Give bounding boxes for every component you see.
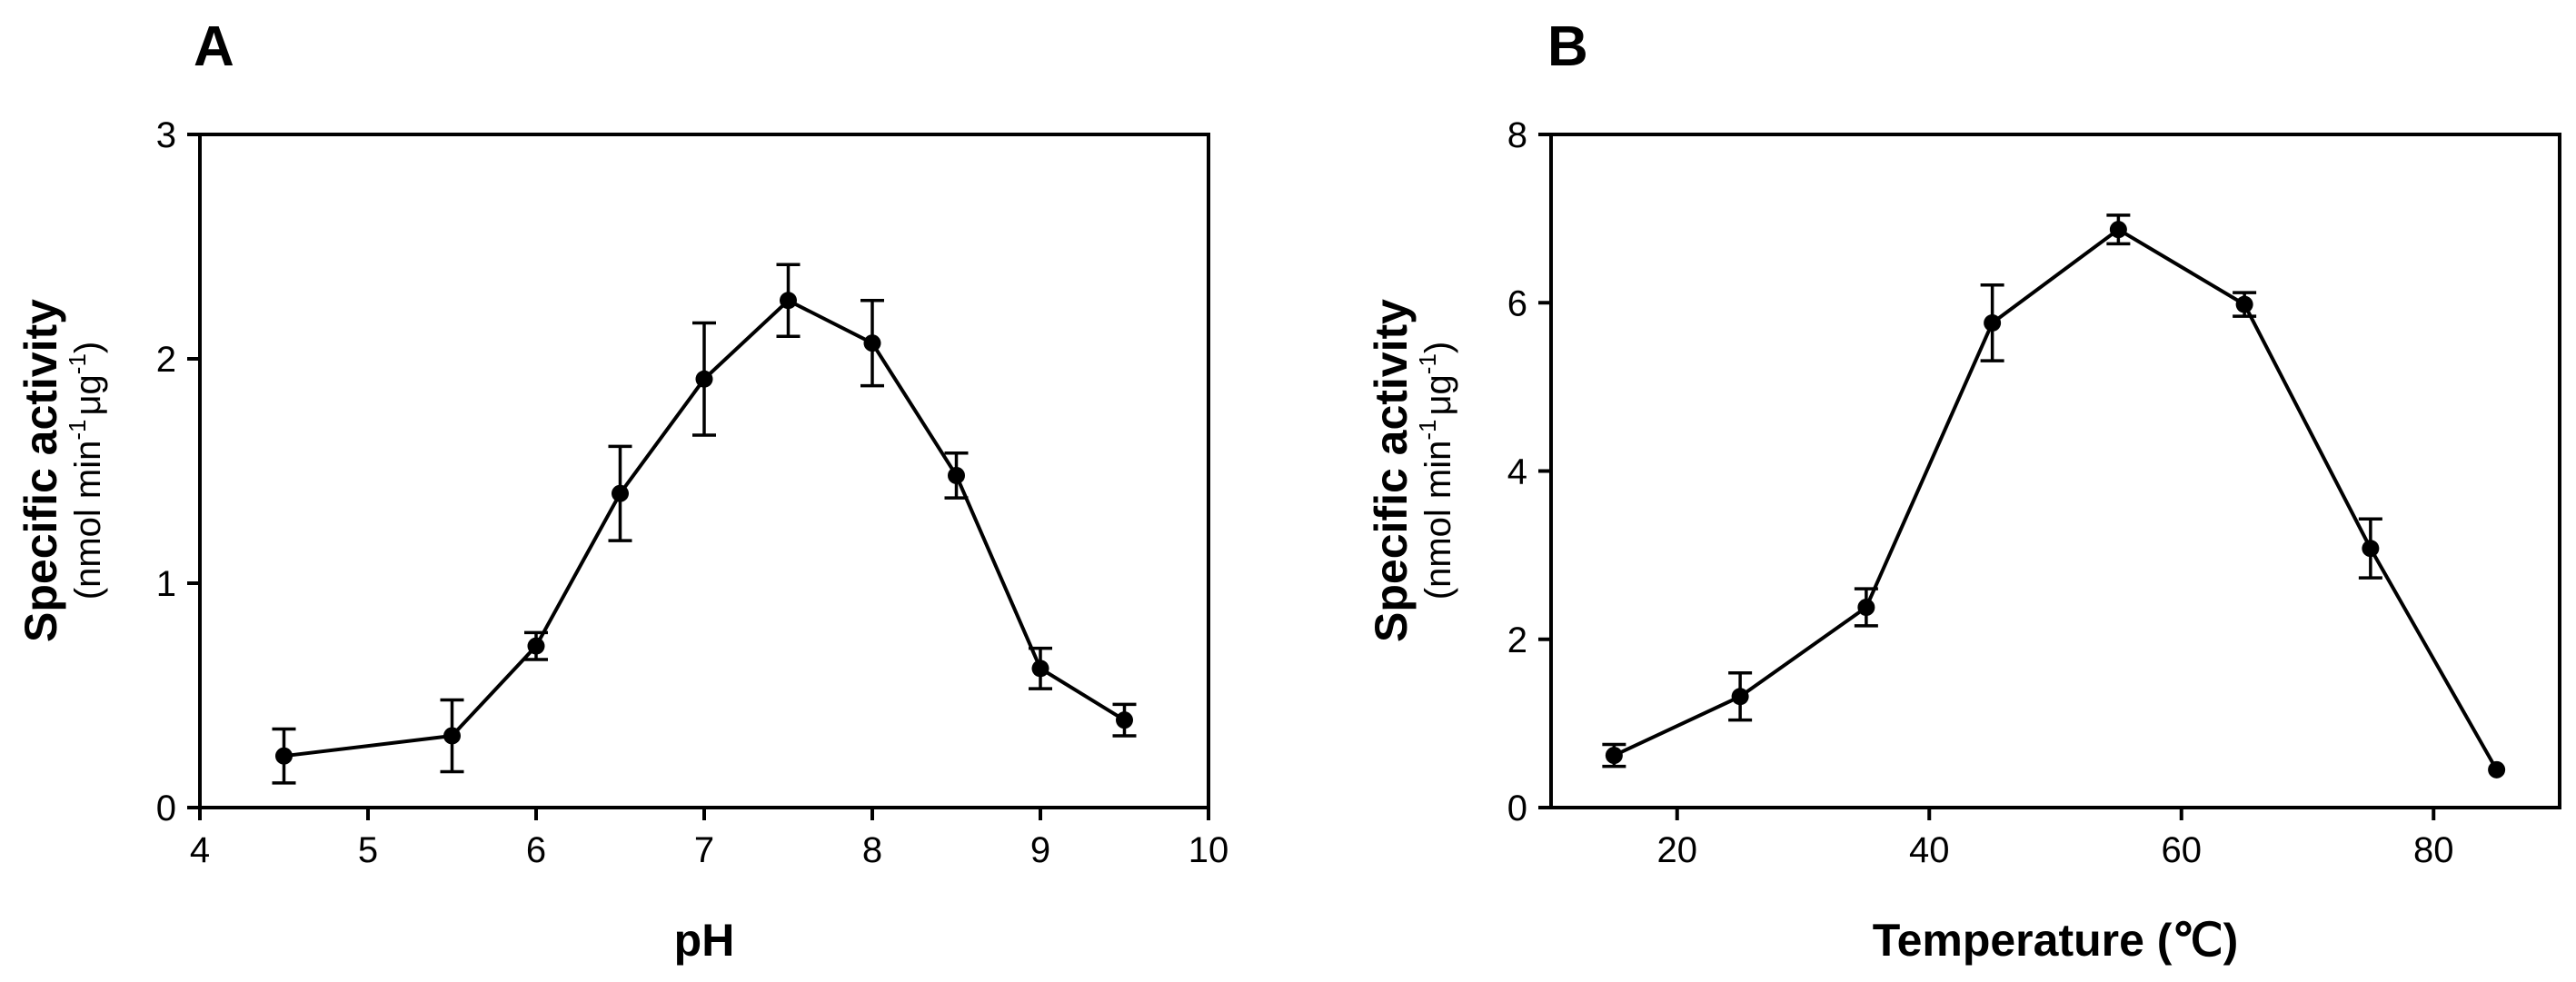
panel-a-series [272,263,1137,785]
data-point [2488,760,2506,779]
x-tick-label: 4 [190,830,210,870]
x-tick-label: 20 [1657,830,1698,870]
x-tick-label: 80 [2413,830,2454,870]
y-tick-label: 0 [1507,789,1527,828]
panel-b-y-axis-title: Specific activity [1366,299,1417,642]
series-line [283,298,1126,759]
y-tick-label: 6 [1507,283,1527,323]
x-tick-label: 9 [1030,830,1050,870]
panel-b: B 0 2 4 6 8 20 40 60 80 Temperature (℃) Specifi… [1366,15,2561,966]
data-point [443,727,461,745]
y-tick-label: 2 [156,340,176,380]
panel-a-plot-frame [198,133,1210,809]
panel-b-y-axis-unit: (nmol min-1μg-1) [1414,342,1458,600]
data-point [1984,313,2002,332]
x-tick-label: 8 [862,830,882,870]
x-tick-label: 10 [1189,830,1229,870]
panel-b-plot-frame [1549,133,2561,809]
y-tick-label: 0 [156,789,176,828]
panel-a-y-axis-title-group: Specific activity (nmol min-1μg-1) [15,299,108,642]
data-point [2362,540,2380,558]
panel-a-letter: A [194,15,234,78]
panel-b-x-axis-title: Temperature (℃) [1873,915,2239,966]
y-tick-label: 8 [1507,115,1527,155]
panel-a-y-ticks: 0 1 2 3 [156,115,200,828]
data-point [1857,599,1875,617]
panel-a-x-axis-title: pH [674,915,735,966]
panel-b-y-ticks: 0 2 4 6 8 [1507,115,1551,828]
data-point [2109,221,2127,239]
panel-b-x-ticks: 20 40 60 80 [1657,808,2454,870]
x-tick-label: 6 [526,830,546,870]
x-tick-label: 5 [358,830,378,870]
data-point [948,466,965,484]
data-point [1116,711,1133,729]
data-point [695,370,713,388]
panel-b-letter: B [1547,15,1588,78]
data-point [2235,295,2253,313]
y-tick-label: 2 [1507,620,1527,660]
data-point [527,637,545,655]
y-tick-label: 4 [1507,452,1527,492]
panel-a-y-axis-unit: (nmol min-1μg-1) [64,342,108,600]
data-point [612,484,629,502]
panel-a: A 0 1 2 3 4 5 6 7 8 9 10 pH Specific activity (nm… [15,15,1228,966]
data-point [1731,688,1749,706]
data-point [863,334,881,352]
y-tick-label: 3 [156,115,176,155]
data-point [1605,747,1623,765]
data-point [275,747,293,765]
x-tick-label: 40 [1909,830,1950,870]
x-tick-label: 7 [694,830,714,870]
series-line [1613,227,2499,771]
data-point [780,292,797,310]
panel-a-x-ticks: 4 5 6 7 8 9 10 [190,808,1228,870]
panel-a-y-axis-title: Specific activity [15,299,66,642]
x-tick-label: 60 [2162,830,2203,870]
y-tick-label: 1 [156,564,176,604]
panel-b-series [1602,213,2506,779]
data-point [1031,660,1049,678]
panel-b-y-axis-title-group: Specific activity (nmol min-1μg-1) [1366,299,1458,642]
